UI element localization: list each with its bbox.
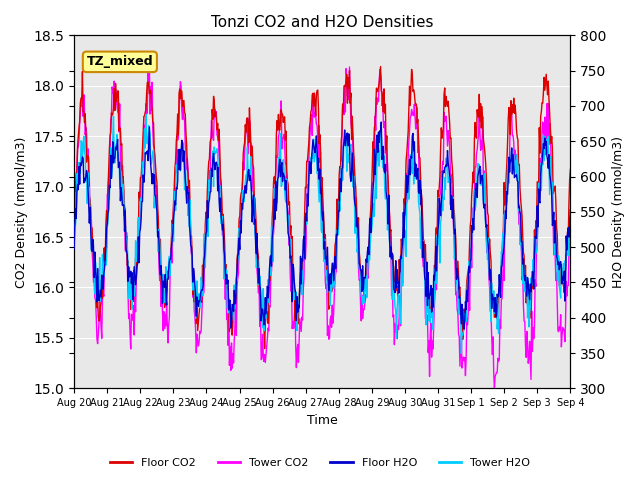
Y-axis label: CO2 Density (mmol/m3): CO2 Density (mmol/m3) (15, 136, 28, 288)
Legend: Floor CO2, Tower CO2, Floor H2O, Tower H2O: Floor CO2, Tower CO2, Floor H2O, Tower H… (105, 453, 535, 472)
Title: Tonzi CO2 and H2O Densities: Tonzi CO2 and H2O Densities (211, 15, 433, 30)
Y-axis label: H2O Density (mmol/m3): H2O Density (mmol/m3) (612, 136, 625, 288)
X-axis label: Time: Time (307, 414, 338, 427)
Text: TZ_mixed: TZ_mixed (86, 55, 153, 68)
